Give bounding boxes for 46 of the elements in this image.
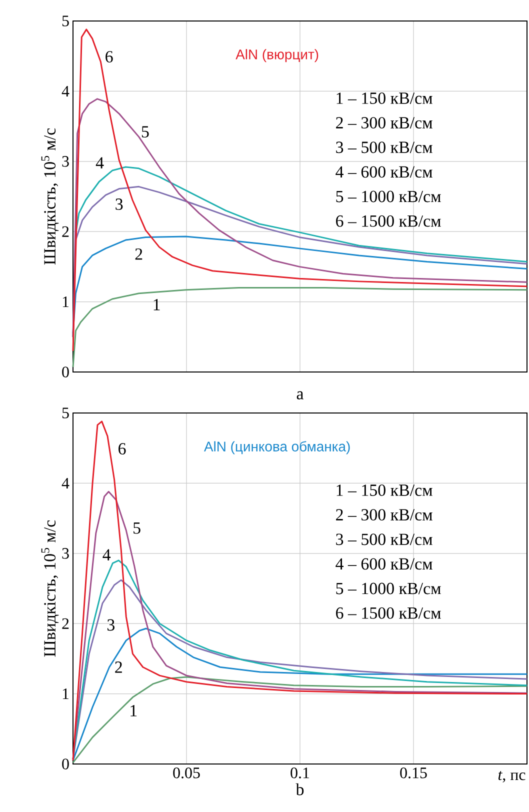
- y-tick-label: 0: [62, 366, 69, 378]
- series-label: 2: [135, 248, 142, 260]
- y-tick-label: 0: [62, 758, 69, 770]
- x-axis-title: t, пс: [498, 771, 526, 782]
- y-axis-title: Швидкість, 10$^{5}$ м/с: [41, 128, 59, 265]
- x-tick-label: 0.1: [290, 768, 310, 778]
- y-tick-label: 1: [62, 296, 69, 308]
- series-label: 1: [154, 299, 160, 310]
- y-tick-label: 5: [62, 16, 69, 26]
- annotation: 1 – 150 кВ/см: [336, 92, 432, 104]
- y-axis-title: Швидкість, 10$^{5}$ м/с: [41, 520, 59, 657]
- annotation: 4 – 600 кВ/см: [336, 166, 432, 178]
- text: a: [296, 391, 304, 400]
- annotation: 5 – 1000 кВ/см: [336, 190, 441, 202]
- series-label: 6: [106, 51, 113, 62]
- annotation: 4 – 600 кВ/см: [336, 558, 432, 570]
- annotation: 2 – 300 кВ/см: [336, 117, 432, 129]
- series-label: 2: [115, 662, 122, 673]
- y-tick-label: 2: [62, 226, 69, 237]
- y-tick-label: 5: [62, 408, 69, 418]
- text: AlN (цинкова обманка): [204, 441, 350, 454]
- annotation: 6 – 1500 кВ/см: [336, 607, 441, 619]
- x-tick-label: 0.05: [173, 768, 200, 778]
- series-label: 1: [130, 705, 137, 716]
- y-tick-label: 4: [62, 478, 70, 488]
- series-label: 5: [142, 126, 149, 138]
- series-label: 4: [102, 549, 111, 560]
- annotation: 6 – 1500 кВ/см: [336, 215, 441, 227]
- text: b: [296, 783, 304, 796]
- y-tick-label: 2: [62, 618, 69, 629]
- series-label: 3: [107, 619, 114, 631]
- annotation: 1 – 150 кВ/см: [336, 484, 432, 496]
- series-label: 4: [96, 157, 104, 168]
- y-tick-label: 1: [62, 688, 69, 700]
- y-tick-label: 4: [62, 86, 70, 96]
- annotation: 3 – 500 кВ/см: [336, 534, 432, 546]
- annotation: 2 – 300 кВ/см: [336, 509, 432, 521]
- x-tick-label: 0.15: [400, 768, 427, 778]
- y-tick-label: 3: [62, 156, 69, 167]
- series-label: 6: [118, 443, 126, 454]
- series-label: 3: [116, 198, 123, 210]
- annotation: 5 – 1000 кВ/см: [336, 582, 441, 594]
- series-label: 5: [134, 522, 140, 534]
- annotation: 3 – 500 кВ/см: [336, 142, 432, 154]
- y-tick-label: 3: [62, 548, 69, 559]
- text: AlN (вюрцит): [236, 49, 318, 62]
